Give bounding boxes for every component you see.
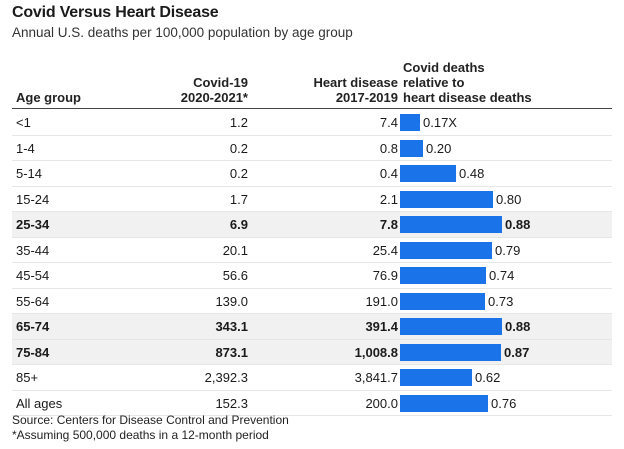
ratio-bar: [400, 165, 456, 182]
table-row: All ages 152.3 200.0 0.76: [12, 391, 612, 416]
table-row: 55-64 139.0 191.0 0.73: [12, 289, 612, 314]
cell-age: 45-54: [16, 268, 50, 283]
cell-heart: 391.4: [365, 319, 398, 334]
ratio-label: 0.79: [495, 242, 521, 258]
column-header-ratio-line2: relative to: [403, 75, 465, 90]
ratio-bar: [400, 267, 486, 284]
cell-heart: 2.1: [379, 191, 398, 207]
table-header: Age group Covid-19 2020-2021* Heart dise…: [12, 58, 612, 109]
column-header-heart-line1: Heart disease: [313, 75, 398, 90]
cell-covid: 56.6: [222, 268, 248, 283]
table-body: <1 1.2 7.4 0.17X 1-4 0.2 0.8 0.20 5-14 0.2 0.4 0.48…: [12, 110, 612, 416]
ratio-label: 0.88: [505, 319, 531, 334]
table-row: 15-24 1.7 2.1 0.80: [12, 187, 612, 212]
ratio-label: 0.74: [489, 268, 515, 283]
cell-covid: 152.3: [215, 395, 248, 411]
cell-age: 65-74: [16, 319, 50, 334]
column-header-covid-line1: Covid-19: [193, 75, 248, 90]
table-row: 35-44 20.1 25.4 0.79: [12, 238, 612, 263]
cell-covid: 6.9: [229, 217, 248, 232]
cell-heart: 191.0: [365, 293, 398, 309]
cell-covid: 20.1: [222, 242, 248, 258]
cell-heart: 0.8: [379, 140, 398, 156]
cell-heart: 76.9: [372, 268, 398, 283]
ratio-label: 0.17X: [423, 115, 457, 130]
cell-age: 5-14: [16, 166, 43, 181]
cell-heart: 7.4: [379, 115, 398, 130]
table-row: 25-34 6.9 7.8 0.88: [12, 212, 612, 238]
cell-covid: 873.1: [215, 344, 248, 360]
ratio-bar: [400, 394, 488, 412]
column-header-heart: Heart disease 2017-2019: [313, 75, 398, 105]
ratio-bar: [400, 216, 502, 233]
ratio-label: 0.80: [496, 191, 522, 207]
cell-age: <1: [16, 115, 31, 130]
ratio-label: 0.88: [505, 217, 531, 232]
cell-heart: 7.8: [379, 217, 398, 232]
column-header-age: Age group: [16, 90, 81, 105]
column-header-heart-line2: 2017-2019: [335, 90, 398, 105]
ratio-label: 0.73: [488, 293, 514, 309]
cell-age: All ages: [16, 395, 63, 411]
column-header-covid: Covid-19 2020-2021*: [181, 75, 248, 105]
cell-covid: 139.0: [215, 293, 248, 309]
ratio-label: 0.20: [426, 140, 452, 156]
table-row: 75-84 873.1 1,008.8 0.87: [12, 339, 612, 365]
column-header-ratio: Covid deaths relative to heart disease d…: [403, 60, 532, 105]
cell-heart: 0.4: [379, 166, 398, 181]
cell-covid: 1.2: [229, 115, 248, 130]
ratio-bar: [400, 292, 485, 310]
ratio-label: 0.87: [504, 344, 530, 360]
cell-age: 15-24: [16, 191, 50, 207]
ratio-bar: [400, 114, 420, 131]
ratio-bar: [400, 369, 472, 386]
cell-age: 75-84: [16, 344, 50, 360]
source-text: Source: Centers for Disease Control and …: [12, 413, 289, 427]
column-header-covid-line2: 2020-2021*: [180, 90, 248, 105]
cell-heart: 25.4: [372, 242, 398, 258]
table-row: 85+ 2,392.3 3,841.7 0.62: [12, 365, 612, 391]
cell-covid: 0.2: [229, 166, 248, 181]
table-row: 5-14 0.2 0.4 0.48: [12, 161, 612, 187]
ratio-label: 0.76: [491, 395, 517, 411]
ratio-label: 0.48: [459, 166, 485, 181]
column-header-ratio-line3: heart disease deaths: [403, 90, 532, 105]
source-note: Source: Centers for Disease Control and …: [12, 413, 289, 443]
cell-heart: 1,008.8: [354, 344, 398, 360]
chart-subtitle: Annual U.S. deaths per 100,000 populatio…: [12, 25, 353, 40]
cell-heart: 3,841.7: [354, 370, 398, 385]
ratio-bar: [400, 190, 493, 208]
cell-heart: 200.0: [365, 395, 398, 411]
table-row: 65-74 343.1 391.4 0.88: [12, 314, 612, 340]
column-header-ratio-line1: Covid deaths: [403, 60, 485, 75]
table-row: <1 1.2 7.4 0.17X: [12, 110, 612, 136]
ratio-bar: [400, 139, 423, 157]
table-row: 45-54 56.6 76.9 0.74: [12, 263, 612, 289]
cell-age: 1-4: [16, 140, 35, 156]
cell-age: 25-34: [16, 217, 50, 232]
footnote-text: *Assuming 500,000 deaths in a 12-month p…: [12, 428, 269, 442]
ratio-label: 0.62: [475, 370, 501, 385]
table-row: 1-4 0.2 0.8 0.20: [12, 136, 612, 161]
ratio-bar: [400, 241, 492, 259]
ratio-bar: [400, 343, 501, 361]
cell-age: 55-64: [16, 293, 50, 309]
ratio-bar: [400, 318, 502, 335]
cell-covid: 1.7: [229, 191, 248, 207]
chart-title: Covid Versus Heart Disease: [12, 4, 219, 21]
cell-covid: 0.2: [229, 140, 248, 156]
cell-age: 85+: [16, 370, 39, 385]
cell-covid: 2,392.3: [204, 370, 248, 385]
cell-covid: 343.1: [215, 319, 248, 334]
cell-age: 35-44: [16, 242, 50, 258]
